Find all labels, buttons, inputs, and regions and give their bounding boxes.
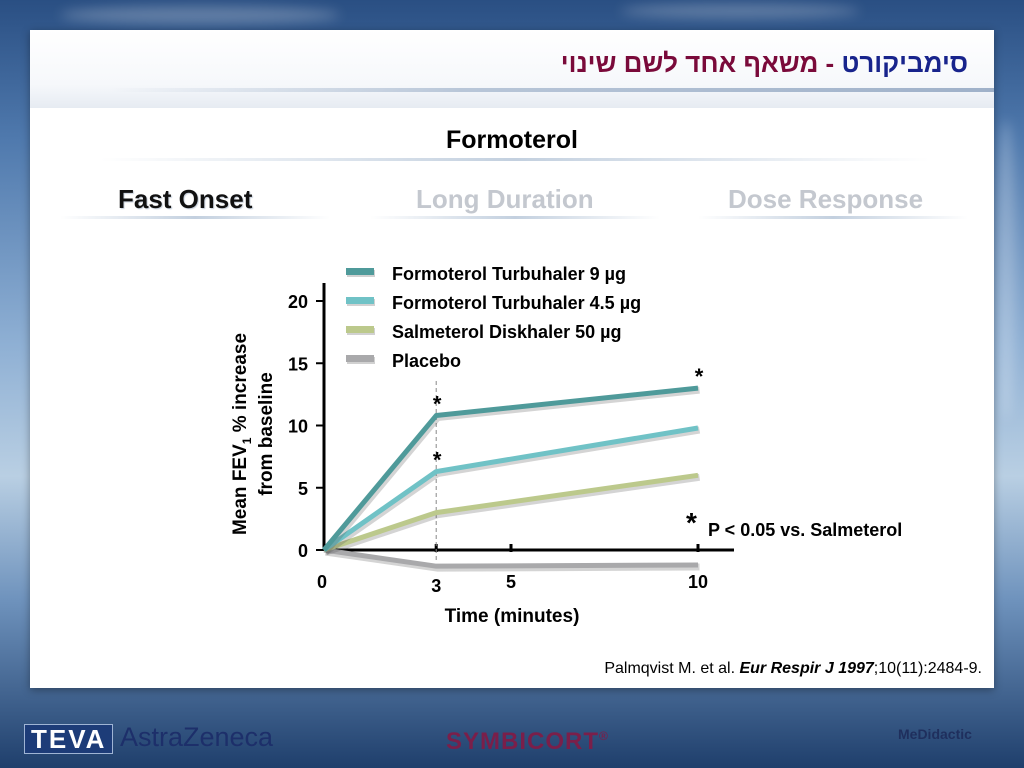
y-tick-label: 15 [288, 354, 308, 374]
tab-long-duration: Long Duration [416, 184, 594, 214]
medidactic-logo: MeDidactic [898, 726, 972, 742]
citation-journal: Eur Respir J 1997 [739, 660, 874, 677]
y-axis-label-rest: % increase [230, 333, 251, 438]
slide-title: סימביקורט - משאף אחד לשם שינוי [561, 48, 968, 79]
series-line [323, 547, 699, 569]
x-tick-label: 10 [688, 572, 708, 592]
legend-swatch [346, 268, 374, 275]
heading-underline [100, 158, 930, 161]
significance-marker: * [433, 392, 442, 417]
symbicort-logo: SYMBICORT® [446, 728, 609, 756]
astrazeneca-logo: AstraZeneca [120, 722, 274, 752]
footnote-text: P < 0.05 vs. Salmeterol [708, 520, 902, 540]
series-line [322, 385, 699, 552]
tab-underline-long-duration [370, 216, 660, 219]
series-shadow [322, 386, 700, 555]
tab-underline-fast-onset [60, 216, 330, 219]
title-divider [110, 88, 994, 92]
footer-logos: TEVA AstraZeneca SYMBICORT® MeDidactic [0, 688, 1024, 768]
slide-title-tagline: משאף אחד לשם שינוי [560, 48, 819, 78]
legend-label: Formoterol Turbuhaler 4.5 µg [392, 293, 641, 313]
x-tick-label: 5 [506, 572, 516, 592]
series-line [323, 472, 699, 553]
y-tick-label: 10 [288, 417, 308, 437]
x-axis-label: Time (minutes) [445, 606, 580, 627]
tab-dose-response: Dose Response [728, 184, 924, 214]
y-axis-label-subscript: 1 [240, 437, 254, 444]
y-tick-label: 5 [298, 479, 308, 499]
citation-authors: Palmqvist M. et al. [604, 660, 740, 677]
legend-swatch [346, 326, 374, 333]
footnote-star: * [686, 507, 697, 538]
tab-underline-dose-response [698, 216, 968, 219]
y-axis-label-main: Mean FEV [230, 444, 251, 535]
y-axis-label: Mean FEV1 % increase [230, 333, 254, 535]
x-tick-label: 0 [317, 572, 327, 592]
slide-title-separator: - [818, 48, 842, 78]
significance-marker: * [695, 364, 704, 389]
slide-panel: סימביקורט - משאף אחד לשם שינוי Formotero… [30, 30, 994, 688]
legend-swatch [346, 355, 374, 362]
y-tick-label: 0 [298, 541, 308, 561]
chart: 0 5 10 15 20 0 3 5 10 * * * Formoterol Turbuhaler 9 … [230, 264, 902, 627]
slide-title-brand: סימביקורט [841, 48, 968, 78]
symbicort-logo-text: SYMBICORT [446, 728, 599, 755]
x-tick-label: 3 [431, 576, 441, 596]
legend-label: Salmeterol Diskhaler 50 µg [392, 322, 621, 342]
title-bar: סימביקורט - משאף אחד לשם שינוי [30, 30, 994, 108]
legend-swatch [346, 297, 374, 304]
series-line [322, 425, 699, 553]
y-axis-label-line2: from baseline [256, 372, 277, 496]
main-heading: Formoterol [446, 126, 578, 154]
y-tick-label: 20 [288, 292, 308, 312]
legend-label: Placebo [392, 351, 461, 371]
registered-mark: ® [599, 729, 609, 743]
citation-volume: ;10(11):2484-9. [873, 660, 982, 677]
legend-label: Formoterol Turbuhaler 9 µg [392, 264, 626, 284]
citation: Palmqvist M. et al. Eur Respir J 1997;10… [604, 660, 982, 678]
significance-marker: * [433, 448, 442, 473]
tab-fast-onset: Fast Onset [118, 184, 253, 214]
teva-logo: TEVA [24, 724, 114, 754]
